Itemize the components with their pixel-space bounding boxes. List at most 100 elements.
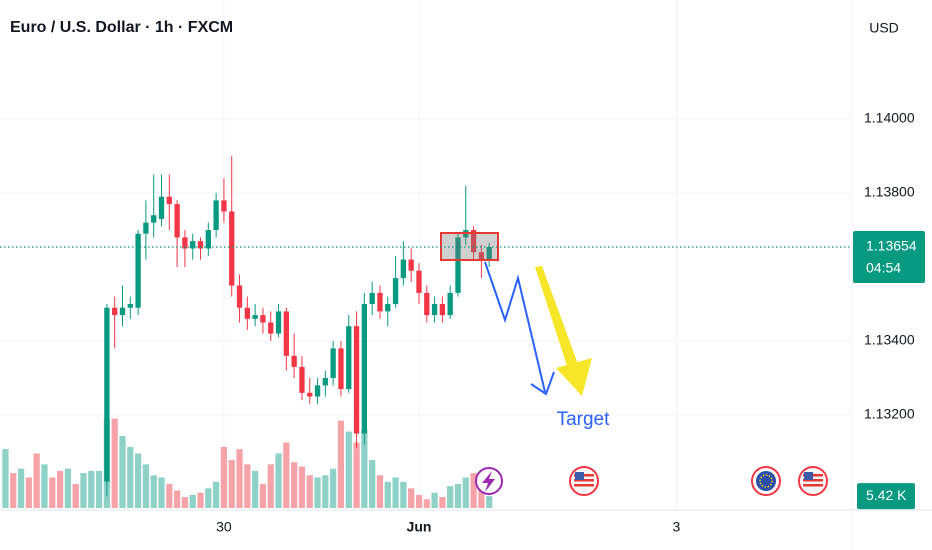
volume-bar <box>111 418 118 508</box>
last-price-badge <box>853 231 925 284</box>
candle-body <box>346 326 352 390</box>
volume-bar <box>462 477 469 508</box>
candle-body <box>408 259 414 271</box>
volume-bar <box>415 494 423 508</box>
volume-bar <box>369 460 376 508</box>
volume-bar <box>142 464 150 508</box>
y-tick-label: 1.13400 <box>864 332 915 348</box>
candle-body <box>400 259 407 279</box>
candle-body <box>486 247 492 260</box>
eu-event-icon[interactable] <box>751 466 781 496</box>
y-tick-label: 1.13200 <box>864 406 915 422</box>
us-event-icon[interactable] <box>569 466 599 496</box>
volume-bar <box>392 477 399 508</box>
volume-bar <box>33 453 40 508</box>
volume-bar <box>408 488 415 508</box>
volume-bar <box>49 477 56 508</box>
volume-bar <box>478 488 485 508</box>
candle-body <box>119 307 126 316</box>
volume-badge <box>857 483 915 510</box>
volume-bar <box>322 475 329 508</box>
volume-bar <box>56 470 64 508</box>
candle-body <box>283 311 289 356</box>
candle-layer <box>104 156 492 497</box>
volume-bar <box>353 442 360 508</box>
volume-bar <box>127 446 134 508</box>
volume-bar <box>345 431 352 508</box>
volume-bar <box>80 473 87 508</box>
chart-title: Euro / U.S. Dollar · 1h · FXCM <box>10 19 233 36</box>
x-tick-label: 30 <box>216 519 232 535</box>
volume-bar <box>228 460 235 508</box>
candle-body <box>174 204 180 238</box>
x-tick-label: Jun <box>407 519 432 535</box>
volume-bar <box>95 470 103 508</box>
projection-path <box>484 261 546 393</box>
candle-body <box>182 237 188 249</box>
volume-bar <box>236 449 243 508</box>
candle-body <box>299 366 305 393</box>
volume-bar <box>158 477 165 508</box>
volume-bar <box>205 488 212 508</box>
candle-body <box>127 304 133 308</box>
candle-body <box>135 233 141 308</box>
volume-bar <box>384 481 391 508</box>
candle-body <box>205 230 211 249</box>
candle-body <box>338 348 344 390</box>
candle-body <box>330 348 336 378</box>
volume-bar <box>275 453 282 508</box>
volume-bar <box>166 484 173 508</box>
volume-bar <box>64 468 71 508</box>
candle-body <box>470 230 477 253</box>
projection-arrowhead <box>530 371 555 396</box>
us-event-icon[interactable] <box>798 466 828 496</box>
candle-body <box>322 378 329 386</box>
volume-bar <box>283 442 290 508</box>
volume-bar <box>17 468 25 508</box>
candle-body <box>361 304 368 434</box>
candle-body <box>431 304 438 316</box>
volume-bar <box>10 473 17 508</box>
overlay-layer: 1.14000 1.13800 1.13400 1.13200 30 Jun 3 1.1365… <box>0 110 925 535</box>
event-icon[interactable] <box>475 467 503 495</box>
candle-body <box>112 307 118 316</box>
candle-body <box>291 355 297 367</box>
volume-bar <box>150 475 157 508</box>
candle-body <box>166 196 172 205</box>
volume-layer <box>2 418 493 508</box>
volume-bar <box>197 492 204 508</box>
volume-bar <box>220 446 228 508</box>
volume-bar <box>213 481 220 508</box>
candle-body <box>213 200 219 230</box>
volume-bar <box>470 473 477 508</box>
x-tick-label: 3 <box>673 519 681 535</box>
volume-bar <box>72 484 79 508</box>
candle-body <box>424 292 430 316</box>
y-tick-label: 1.13800 <box>864 184 915 200</box>
volume-bar <box>189 494 196 508</box>
volume-bar <box>291 462 298 508</box>
candle-body <box>369 292 375 304</box>
candle-body <box>307 392 313 397</box>
volume-bar <box>259 484 267 508</box>
candle-body <box>377 292 383 312</box>
candle-body <box>478 252 485 260</box>
volume-bar <box>431 492 438 508</box>
candle-body <box>190 241 196 249</box>
volume-bar <box>337 420 345 508</box>
candle-body <box>439 304 446 316</box>
volume-bar <box>2 449 9 508</box>
volume-bar <box>306 475 313 508</box>
last-price-label: 1.13654 <box>866 238 917 254</box>
candle-body <box>392 278 399 304</box>
volume-bar <box>181 497 189 508</box>
currency-label: USD <box>869 20 899 36</box>
volume-bar <box>454 484 462 508</box>
candle-body <box>104 307 110 482</box>
volume-bar <box>330 468 337 508</box>
grid <box>0 0 852 510</box>
candle-body <box>236 285 243 308</box>
annotation-label: Target <box>557 409 611 430</box>
volume-bar <box>134 453 142 508</box>
